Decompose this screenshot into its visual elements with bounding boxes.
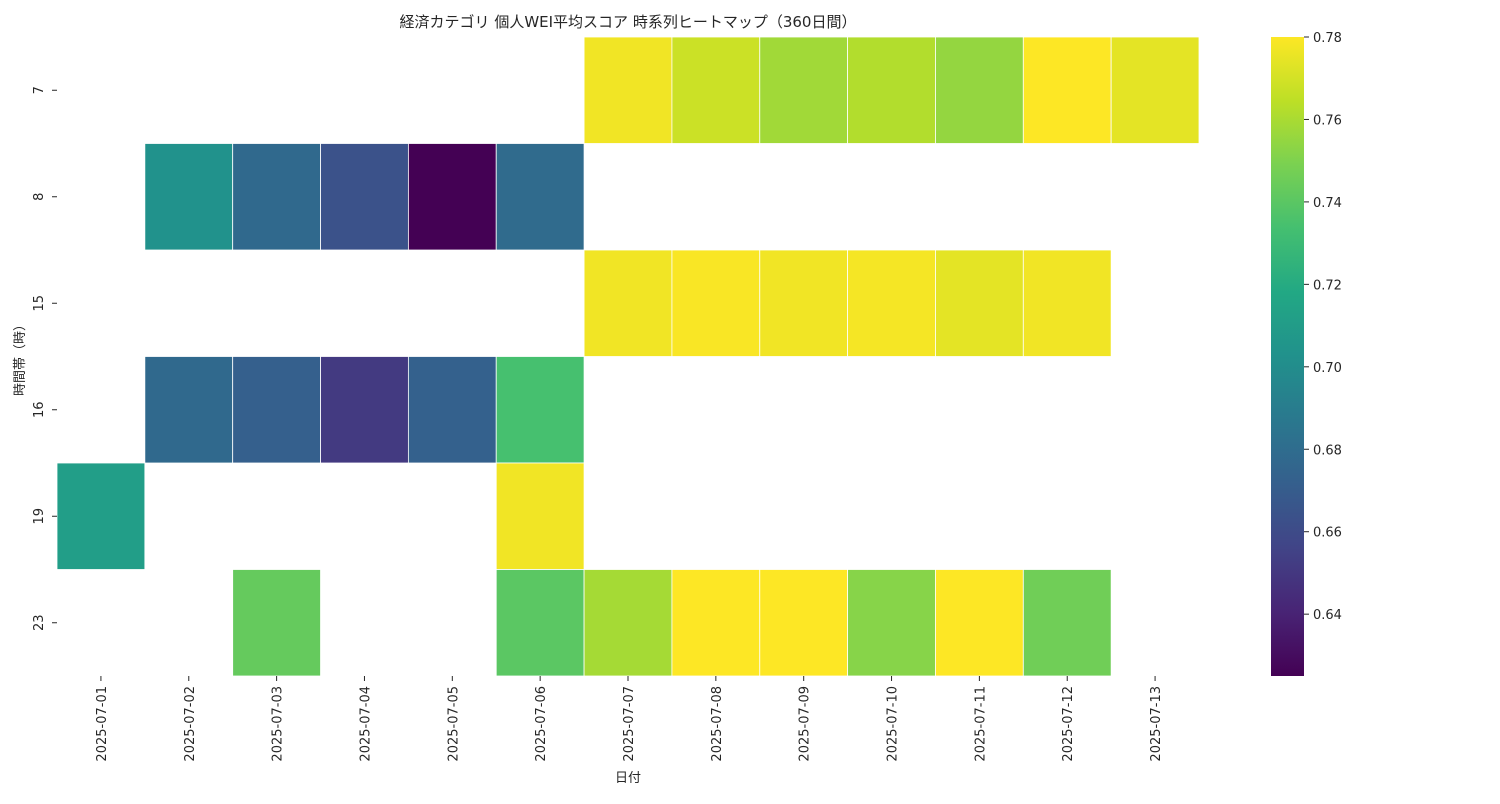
chart-title: 経済カテゴリ 個人WEI平均スコア 時系列ヒートマップ（360日間） (400, 13, 857, 31)
x-axis-label: 日付 (615, 771, 641, 786)
x-tick-label: 2025-07-09 (798, 686, 813, 762)
x-tick-label: 2025-07-10 (886, 686, 901, 762)
heatmap-cell (583, 569, 673, 677)
colorbar-tick-label: 0.74 (1313, 196, 1342, 211)
heatmap-cell (320, 356, 409, 464)
heatmap-cell (232, 569, 321, 677)
y-axis-label: 時間帯（時） (13, 318, 28, 396)
colorbar-tick-label: 0.66 (1313, 526, 1342, 541)
colorbar-tick-label: 0.72 (1313, 278, 1342, 293)
heatmap-cell (1110, 36, 1200, 144)
x-tick-label: 2025-07-12 (1061, 686, 1076, 762)
heatmap-cell (56, 462, 146, 570)
heatmap-cell (583, 36, 673, 144)
heatmap-cell (847, 569, 936, 677)
heatmap-cell (144, 356, 234, 464)
heatmap-cell (671, 569, 761, 677)
heatmap-cell (495, 356, 585, 464)
heatmap-cell (1022, 249, 1112, 357)
x-tick-label: 2025-07-04 (358, 686, 373, 762)
x-axis-ticks: 2025-07-01 2025-07-02 2025-07-03 2025-07-04… (95, 676, 1164, 762)
x-tick-label: 2025-07-06 (534, 686, 549, 762)
heatmap-cell (144, 143, 234, 251)
y-tick-label: 8 (32, 193, 47, 201)
colorbar-tick-label: 0.70 (1313, 361, 1342, 376)
colorbar-ticks: 0.64 0.66 0.68 0.70 0.72 0.74 0.76 0.78 (1304, 31, 1342, 623)
colorbar-tick-label: 0.68 (1313, 443, 1342, 458)
heatmap-cell (407, 356, 497, 464)
y-tick-label: 19 (32, 508, 47, 525)
heatmap-cell (671, 249, 761, 357)
y-tick-label: 23 (32, 614, 47, 631)
x-tick-label: 2025-07-13 (1149, 686, 1164, 762)
y-axis-ticks: 7 8 15 16 19 23 (32, 86, 57, 631)
heatmap-cell (232, 356, 321, 464)
heatmap-cell (759, 36, 849, 144)
heatmap-cell (232, 143, 321, 251)
heatmap-cell (759, 569, 849, 677)
heatmap-cell (935, 569, 1024, 677)
colorbar (1271, 37, 1304, 676)
heatmap-cell (495, 569, 585, 677)
x-tick-label: 2025-07-02 (183, 686, 198, 762)
heatmap-cell (583, 249, 673, 357)
x-tick-label: 2025-07-11 (973, 686, 988, 762)
x-tick-label: 2025-07-01 (95, 686, 110, 762)
y-tick-label: 16 (32, 401, 47, 418)
y-tick-label: 7 (32, 86, 47, 94)
colorbar-tick-label: 0.78 (1313, 31, 1342, 46)
colorbar-tick-label: 0.76 (1313, 113, 1342, 128)
heatmap-cell (935, 36, 1024, 144)
heatmap-cell (1022, 569, 1112, 677)
heatmap-cell (495, 462, 585, 570)
heatmap-cell (495, 143, 585, 251)
x-tick-label: 2025-07-03 (271, 686, 286, 762)
heatmap-cell (935, 249, 1024, 357)
heatmap-cell (671, 36, 761, 144)
heatmap-cells (56, 36, 1200, 677)
colorbar-tick-label: 0.64 (1313, 608, 1342, 623)
x-tick-label: 2025-07-05 (446, 686, 461, 762)
heatmap-cell (320, 143, 409, 251)
heatmap-cell (407, 143, 497, 251)
heatmap-cell (847, 36, 936, 144)
heatmap-cell (759, 249, 849, 357)
heatmap-cell (847, 249, 936, 357)
x-tick-label: 2025-07-08 (710, 686, 725, 762)
y-tick-label: 15 (32, 295, 47, 312)
x-tick-label: 2025-07-07 (622, 686, 637, 762)
heatmap-cell (1022, 36, 1112, 144)
